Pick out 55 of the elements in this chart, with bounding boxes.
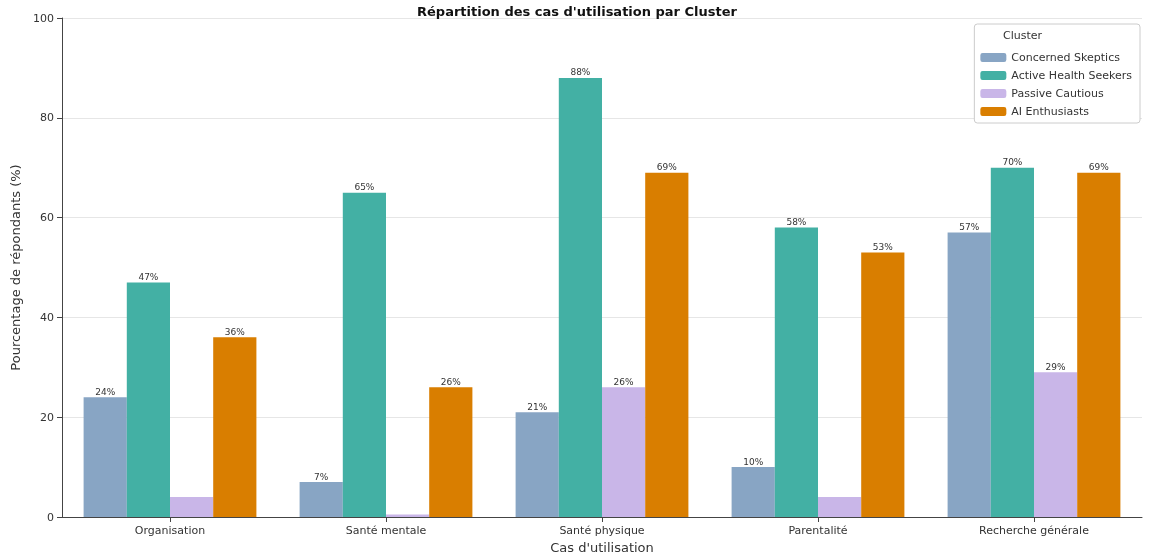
y-tick-label: 40 [40, 310, 54, 324]
bar [213, 337, 257, 517]
bar [861, 252, 905, 517]
y-tick-label: 80 [40, 111, 54, 125]
data-label: 10% [743, 456, 764, 467]
legend-label: AI Enthusiasts [1011, 105, 1090, 118]
legend-label: Concerned Skeptics [1011, 51, 1121, 64]
bar [731, 467, 775, 517]
data-label: 70% [1002, 157, 1023, 168]
x-tick-label: Santé physique [559, 524, 645, 537]
chart-title: Répartition des cas d'utilisation par Cluster [417, 4, 738, 19]
bar [1077, 172, 1121, 517]
data-label: 69% [1088, 162, 1110, 173]
y-tick-label: 60 [40, 211, 54, 225]
x-axis-title: Cas d'utilisation [550, 540, 654, 555]
bar [429, 387, 473, 517]
x-tick-label: Santé mentale [345, 524, 427, 537]
x-tick-label: Parentalité [788, 524, 848, 537]
y-axis-title: Pourcentage de répondants (%) [8, 164, 24, 371]
bar [818, 497, 862, 517]
legend-label: Passive Cautious [1011, 87, 1104, 100]
data-label: 88% [570, 67, 591, 78]
bar [774, 227, 818, 517]
data-label: 26% [613, 376, 635, 387]
bar [170, 497, 214, 517]
data-label: 69% [656, 162, 678, 173]
bar [1034, 372, 1078, 517]
data-label: 7% [314, 471, 329, 482]
data-label: 36% [224, 326, 246, 337]
bar [947, 232, 991, 517]
data-label: 58% [786, 217, 807, 228]
y-tick-label: 20 [40, 410, 54, 424]
legend-title: Cluster [1002, 29, 1043, 42]
bar [645, 172, 689, 517]
bar [126, 282, 170, 517]
x-tick-label: Recherche générale [979, 524, 1090, 537]
x-tick-label: Organisation [134, 524, 206, 537]
legend-label: Active Health Seekers [1011, 69, 1133, 82]
bar [990, 167, 1034, 517]
bar [515, 412, 559, 517]
data-label: 29% [1045, 361, 1067, 372]
y-tick-label: 0 [47, 510, 54, 524]
data-label: 57% [959, 222, 980, 233]
bar [83, 397, 127, 517]
data-label: 53% [872, 242, 894, 253]
data-label: 26% [440, 376, 462, 387]
y-tick-label: 100 [33, 11, 54, 25]
bar [602, 387, 646, 517]
data-label: 21% [527, 401, 548, 412]
bar [299, 482, 343, 517]
data-label: 47% [138, 271, 159, 282]
data-label: 24% [95, 386, 116, 397]
data-label: 65% [354, 182, 375, 193]
bar [342, 192, 386, 517]
bar [558, 77, 602, 517]
